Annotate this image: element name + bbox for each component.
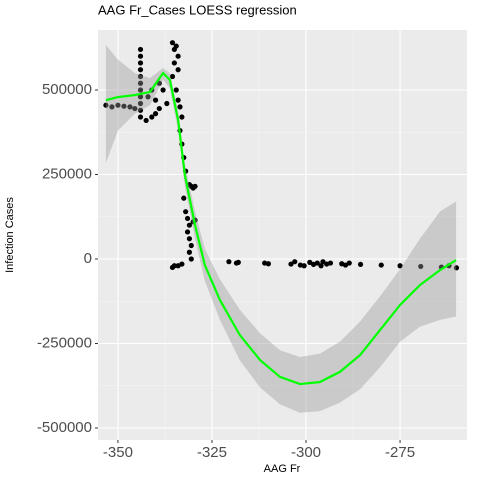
data-point [164,100,170,107]
data-point [137,100,144,107]
confidence-band [105,45,457,413]
data-point [115,102,121,108]
data-point [288,261,294,267]
data-point [143,117,149,124]
data-point [109,104,115,110]
chart-title: AAG Fr_Cases LOESS regression [98,2,297,17]
loess-line [105,71,457,386]
data-point [137,107,144,113]
data-point [378,262,384,268]
data-point [175,263,181,269]
data-point [235,259,241,265]
data-point [156,105,162,112]
data-point [188,242,194,249]
data-point [132,105,138,112]
x-tick-label: -350 [103,444,133,461]
data-point [127,104,133,110]
data-point [397,263,403,269]
data-point [149,114,155,120]
x-tick-label: -300 [291,444,321,461]
data-point [453,265,460,271]
data-point [188,256,194,262]
data-point [121,103,127,109]
data-point [226,259,232,265]
x-axis-label: AAG Fr [264,463,301,475]
data-point [173,87,179,93]
y-tick-label: 500000 [42,81,92,98]
data-point [318,263,324,269]
data-point [171,263,177,269]
data-point [184,229,191,235]
data-point [137,80,144,86]
data-point [137,53,144,59]
data-point [184,215,191,222]
data-point [177,104,183,110]
data-point [265,261,271,267]
data-point [137,67,144,73]
x-tick-label: -275 [385,444,415,461]
data-point [137,60,144,66]
data-point [418,263,424,270]
data-point [169,40,176,46]
data-point [181,195,187,201]
y-tick-label: 0 [84,250,92,267]
data-point [183,209,189,215]
data-point [357,261,364,268]
x-tick-label: -325 [197,444,227,461]
data-point [169,73,176,80]
data-point [314,260,320,266]
data-point [346,260,352,266]
data-point [137,87,144,93]
data-point [137,73,144,80]
y-axis-label: Infection Cases [4,197,16,273]
data-point [137,94,144,100]
data-point [145,94,151,100]
y-tick-label: -250000 [37,334,92,351]
plot-panel [98,30,467,440]
data-point [192,183,198,189]
data-point [137,46,144,53]
data-point [137,114,144,120]
data-point [175,53,181,59]
data-point [186,236,193,242]
data-point [175,67,181,73]
data-point [103,102,109,108]
data-point [301,263,307,269]
data-point [152,97,159,103]
data-point [173,43,179,49]
data-point [327,260,334,266]
data-point [160,87,166,93]
data-point [171,60,177,66]
data-point [186,249,193,255]
data-point [186,222,193,228]
data-point [292,259,298,265]
data-point [320,259,326,265]
data-point [179,114,185,120]
data-point [152,111,159,117]
data-point [175,97,181,103]
y-tick-label: 250000 [42,165,92,182]
y-tick-label: -500000 [37,419,92,436]
